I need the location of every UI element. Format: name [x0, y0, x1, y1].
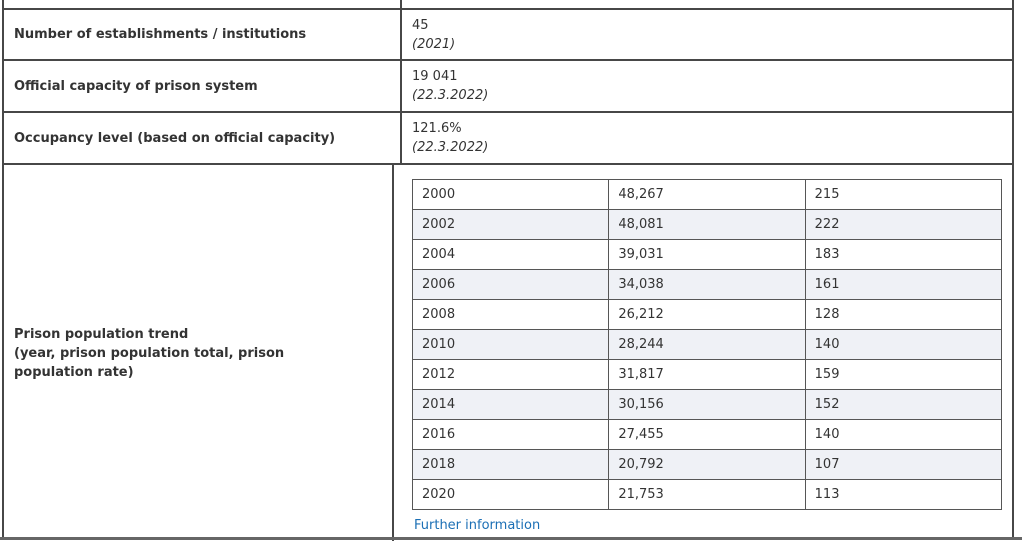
trend-year-cell: 2006 — [411, 269, 610, 300]
trend-year-cell: 2010 — [411, 329, 610, 360]
establishments-label: Number of establishments / institutions — [14, 27, 307, 42]
trend-row: 2018 20,792 107 — [411, 449, 1003, 480]
trend-total-cell: 48,081 — [608, 209, 806, 240]
population-trend-label-line2: (year, prison population total, prison p… — [14, 345, 285, 380]
population-trend-label-line1: Prison population trend — [14, 326, 189, 342]
trend-row: 2008 26,212 128 — [411, 299, 1003, 330]
establishments-date: (2021) — [412, 37, 456, 52]
trend-rate-cell: 183 — [804, 239, 1003, 270]
occupancy-level-label: Occupancy level (based on official capac… — [14, 130, 336, 146]
trend-rate-cell: 140 — [804, 419, 1003, 450]
trend-row: 2000 48,267 215 — [411, 179, 1003, 210]
trend-total-cell: 21,753 — [608, 479, 806, 510]
cropped-label-cell — [4, 0, 402, 12]
trend-total-cell: 31,817 — [608, 359, 806, 390]
trend-rate-cell: 107 — [804, 449, 1003, 480]
population-trend-value-cell: 2000 48,267 215 2002 48,081 222 2004 39,… — [394, 165, 1012, 541]
trend-rate-cell: 222 — [804, 209, 1003, 240]
row-establishments: Number of establishments / institutions … — [4, 8, 1012, 59]
trend-total-cell: 39,031 — [608, 239, 806, 270]
trend-total-cell: 28,244 — [608, 329, 806, 360]
trend-row: 2006 34,038 161 — [411, 269, 1003, 300]
official-capacity-label: Official capacity of prison system — [14, 78, 258, 94]
trend-rate-cell: 128 — [804, 299, 1003, 330]
trend-year-cell: 2000 — [411, 179, 610, 210]
table-bottom-border — [0, 537, 1022, 540]
further-information-link[interactable]: Further information — [414, 518, 541, 533]
population-trend-label-cell: Prison population trend (year, prison po… — [4, 165, 394, 541]
trend-rate-cell: 113 — [804, 479, 1003, 510]
trend-year-cell: 2018 — [411, 449, 610, 480]
trend-rate-cell: 152 — [804, 389, 1003, 420]
trend-total-cell: 34,038 — [608, 269, 806, 300]
trend-year-cell: 2020 — [411, 479, 610, 510]
trend-total-cell: 30,156 — [608, 389, 806, 420]
trend-row: 2004 39,031 183 — [411, 239, 1003, 270]
official-capacity-date: (22.3.2022) — [412, 88, 489, 103]
trend-row: 2012 31,817 159 — [411, 359, 1003, 390]
trend-rate-cell: 140 — [804, 329, 1003, 360]
statistics-table: Number of establishments / institutions … — [2, 0, 1014, 541]
prison-population-trend-table: 2000 48,267 215 2002 48,081 222 2004 39,… — [411, 179, 1003, 510]
trend-year-cell: 2014 — [411, 389, 610, 420]
occupancy-level-date: (22.3.2022) — [412, 140, 489, 155]
cropped-previous-row — [4, 0, 1012, 12]
row-official-capacity: Official capacity of prison system 19 04… — [4, 59, 1012, 111]
establishments-label-cell: Number of establishments / institutions — [4, 10, 402, 59]
row-occupancy-level: Occupancy level (based on official capac… — [4, 111, 1012, 163]
trend-row: 2014 30,156 152 — [411, 389, 1003, 420]
official-capacity-label-cell: Official capacity of prison system — [4, 61, 402, 111]
trend-row: 2010 28,244 140 — [411, 329, 1003, 360]
occupancy-level-label-cell: Occupancy level (based on official capac… — [4, 113, 402, 163]
official-capacity-value: 19 041 — [412, 69, 458, 84]
population-trend-label: Prison population trend (year, prison po… — [14, 325, 364, 382]
trend-row: 2016 27,455 140 — [411, 419, 1003, 450]
trend-rate-cell: 161 — [804, 269, 1003, 300]
trend-row: 2002 48,081 222 — [411, 209, 1003, 240]
trend-year-cell: 2008 — [411, 299, 610, 330]
row-population-trend: Prison population trend (year, prison po… — [4, 163, 1012, 541]
trend-rate-cell: 215 — [804, 179, 1003, 210]
occupancy-level-value: 121.6% — [412, 121, 462, 136]
establishments-value: 45 — [412, 18, 429, 33]
trend-total-cell: 20,792 — [608, 449, 806, 480]
establishments-value-cell: 45 (2021) — [402, 10, 1012, 59]
occupancy-level-value-cell: 121.6% (22.3.2022) — [402, 113, 1012, 163]
trend-year-cell: 2002 — [411, 209, 610, 240]
trend-rate-cell: 159 — [804, 359, 1003, 390]
trend-total-cell: 48,267 — [608, 179, 806, 210]
trend-year-cell: 2004 — [411, 239, 610, 270]
trend-year-cell: 2016 — [411, 419, 610, 450]
trend-total-cell: 26,212 — [608, 299, 806, 330]
trend-total-cell: 27,455 — [608, 419, 806, 450]
official-capacity-value-cell: 19 041 (22.3.2022) — [402, 61, 1012, 111]
trend-row: 2020 21,753 113 — [411, 479, 1003, 510]
trend-year-cell: 2012 — [411, 359, 610, 390]
